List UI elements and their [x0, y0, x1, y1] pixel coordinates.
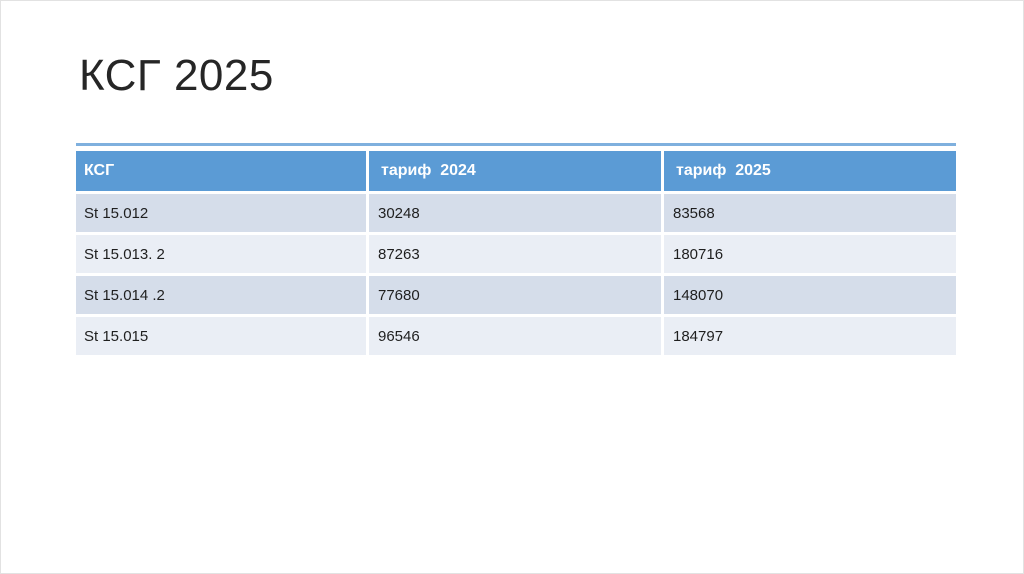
- col-header-tarif-2025: тариф 2025: [664, 151, 956, 191]
- table-cell-ksg-code: St 15.015: [76, 317, 366, 355]
- table-cell-tarif-2024: 77680: [369, 276, 661, 314]
- table-cell-ksg-code: St 15.014 .2: [76, 276, 366, 314]
- table-cell-ksg-code: St 15.012: [76, 194, 366, 232]
- table-top-border: [76, 143, 956, 146]
- table-cell-ksg-code: St 15.013. 2: [76, 235, 366, 273]
- table-cell-tarif-2025: 180716: [664, 235, 956, 273]
- table-cell-tarif-2024: 96546: [369, 317, 661, 355]
- table-cell-tarif-2025: 184797: [664, 317, 956, 355]
- col-header-tarif-2024: тариф 2024: [369, 151, 661, 191]
- table-cell-tarif-2024: 87263: [369, 235, 661, 273]
- table-cell-tarif-2025: 83568: [664, 194, 956, 232]
- col-header-ksg: КСГ: [76, 151, 366, 191]
- table-cell-tarif-2024: 30248: [369, 194, 661, 232]
- slide-title: КСГ 2025: [79, 51, 274, 100]
- tariff-table: КСГ тариф 2024 тариф 2025 St 15.012 3024…: [76, 143, 956, 355]
- tariff-table-grid: КСГ тариф 2024 тариф 2025 St 15.012 3024…: [76, 151, 956, 355]
- table-cell-tarif-2025: 148070: [664, 276, 956, 314]
